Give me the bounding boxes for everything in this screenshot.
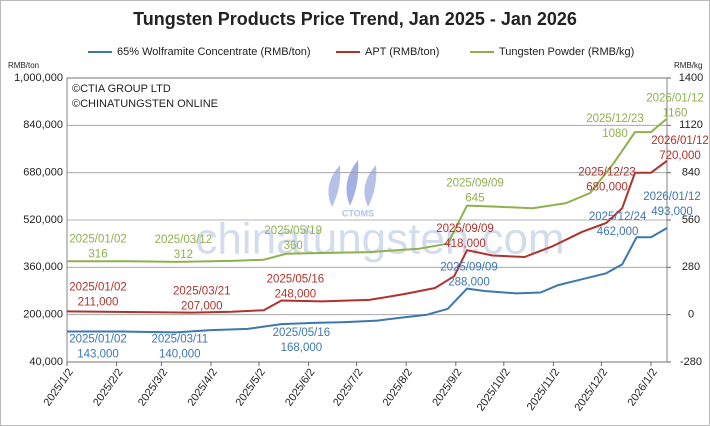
series-line: [66, 159, 668, 314]
annotation-value: 1160: [663, 108, 688, 120]
watermark-logo: CTOMS: [328, 160, 377, 218]
annotation-date: 2025/12/23: [586, 113, 644, 125]
annotation-date: 2025/03/21: [173, 286, 231, 298]
annotation-date: 2026/01/12: [643, 191, 701, 203]
annotation-date: 2025/01/02: [69, 233, 127, 245]
annotation-date: 2025/09/09: [440, 262, 498, 274]
y-tick-label: 40,000: [29, 356, 63, 368]
annotation-date: 2025/05/19: [264, 225, 322, 237]
series-line: [67, 117, 668, 263]
chart-title: Tungsten Products Price Trend, Jan 2025 …: [133, 9, 577, 29]
copyright: ©CTIA GROUP LTD: [72, 83, 171, 95]
y2-tick-label: -280: [680, 356, 702, 368]
y2-tick-label: 560: [682, 214, 700, 226]
y2-tick-label: 1120: [679, 119, 703, 131]
annotation-value: 1080: [602, 128, 628, 140]
annotation-value: 316: [88, 248, 107, 260]
plot-border: [66, 77, 668, 363]
annotation-value: 680,000: [586, 182, 628, 194]
legend-label: APT (RMB/ton): [365, 46, 439, 58]
annotation-date: 2025/12/23: [578, 167, 636, 179]
annotation-date: 2025/09/09: [446, 178, 504, 190]
y-tick-label: 200,000: [23, 309, 63, 321]
y2-tick-label: 0: [688, 309, 694, 321]
y2-tick-label: 1400: [679, 72, 703, 84]
annotation-value: 207,000: [181, 301, 223, 313]
annotation-value: 288,000: [448, 277, 490, 289]
annotation-value: 143,000: [77, 349, 119, 361]
annotation-date: 2025/01/02: [69, 281, 127, 293]
y-tick-label: 360,000: [23, 261, 63, 273]
y2-tick-label: 280: [682, 261, 700, 273]
annotation-value: 462,000: [597, 226, 639, 238]
annotation-value: 211,000: [78, 296, 119, 308]
annotation-date: 2025/03/11: [151, 333, 208, 345]
annotation-date: 2025/01/02: [69, 334, 127, 346]
annotation-date: 2026/01/12: [646, 93, 704, 105]
annotation-date: 2025/05/16: [273, 327, 331, 339]
y-tick-label: 840,000: [23, 119, 63, 131]
y2-tick-label: 840: [682, 167, 700, 179]
annotation-value: 248,000: [275, 288, 317, 300]
y-tick-label: 520,000: [23, 214, 63, 226]
annotation-value: 140,000: [159, 348, 201, 360]
annotation-date: 2025/03/12: [155, 234, 213, 246]
legend-label: 65% Wolframite Concentrate (RMB/ton): [117, 46, 311, 58]
annotation-value: 418,000: [444, 238, 486, 250]
annotation-value: 360: [284, 240, 303, 252]
annotation-date: 2025/12/24: [589, 211, 647, 223]
watermark-logo-text: CTOMS: [342, 208, 374, 218]
y-axis-label: RMB/ton: [8, 61, 39, 70]
annotation-date: 2025/09/09: [436, 223, 494, 235]
legend-label: Tungsten Powder (RMB/kg): [499, 46, 634, 58]
annotation-value: 645: [465, 193, 484, 205]
annotation-value: 168,000: [281, 342, 323, 354]
y-tick-label: 680,000: [23, 167, 63, 179]
y2-axis-label: RMB/kg: [674, 61, 702, 70]
annotation-date: 2025/05/16: [267, 273, 325, 285]
series-line: [67, 227, 668, 334]
annotation-value: 312: [174, 249, 193, 261]
copyright: ©CHINATUNGSTEN ONLINE: [72, 98, 218, 110]
annotation-date: 2026/01/12: [651, 135, 709, 147]
annotation-value: 720,000: [659, 150, 701, 162]
annotation-value: 493,000: [651, 206, 693, 218]
y-tick-label: 1,000,000: [14, 72, 63, 84]
